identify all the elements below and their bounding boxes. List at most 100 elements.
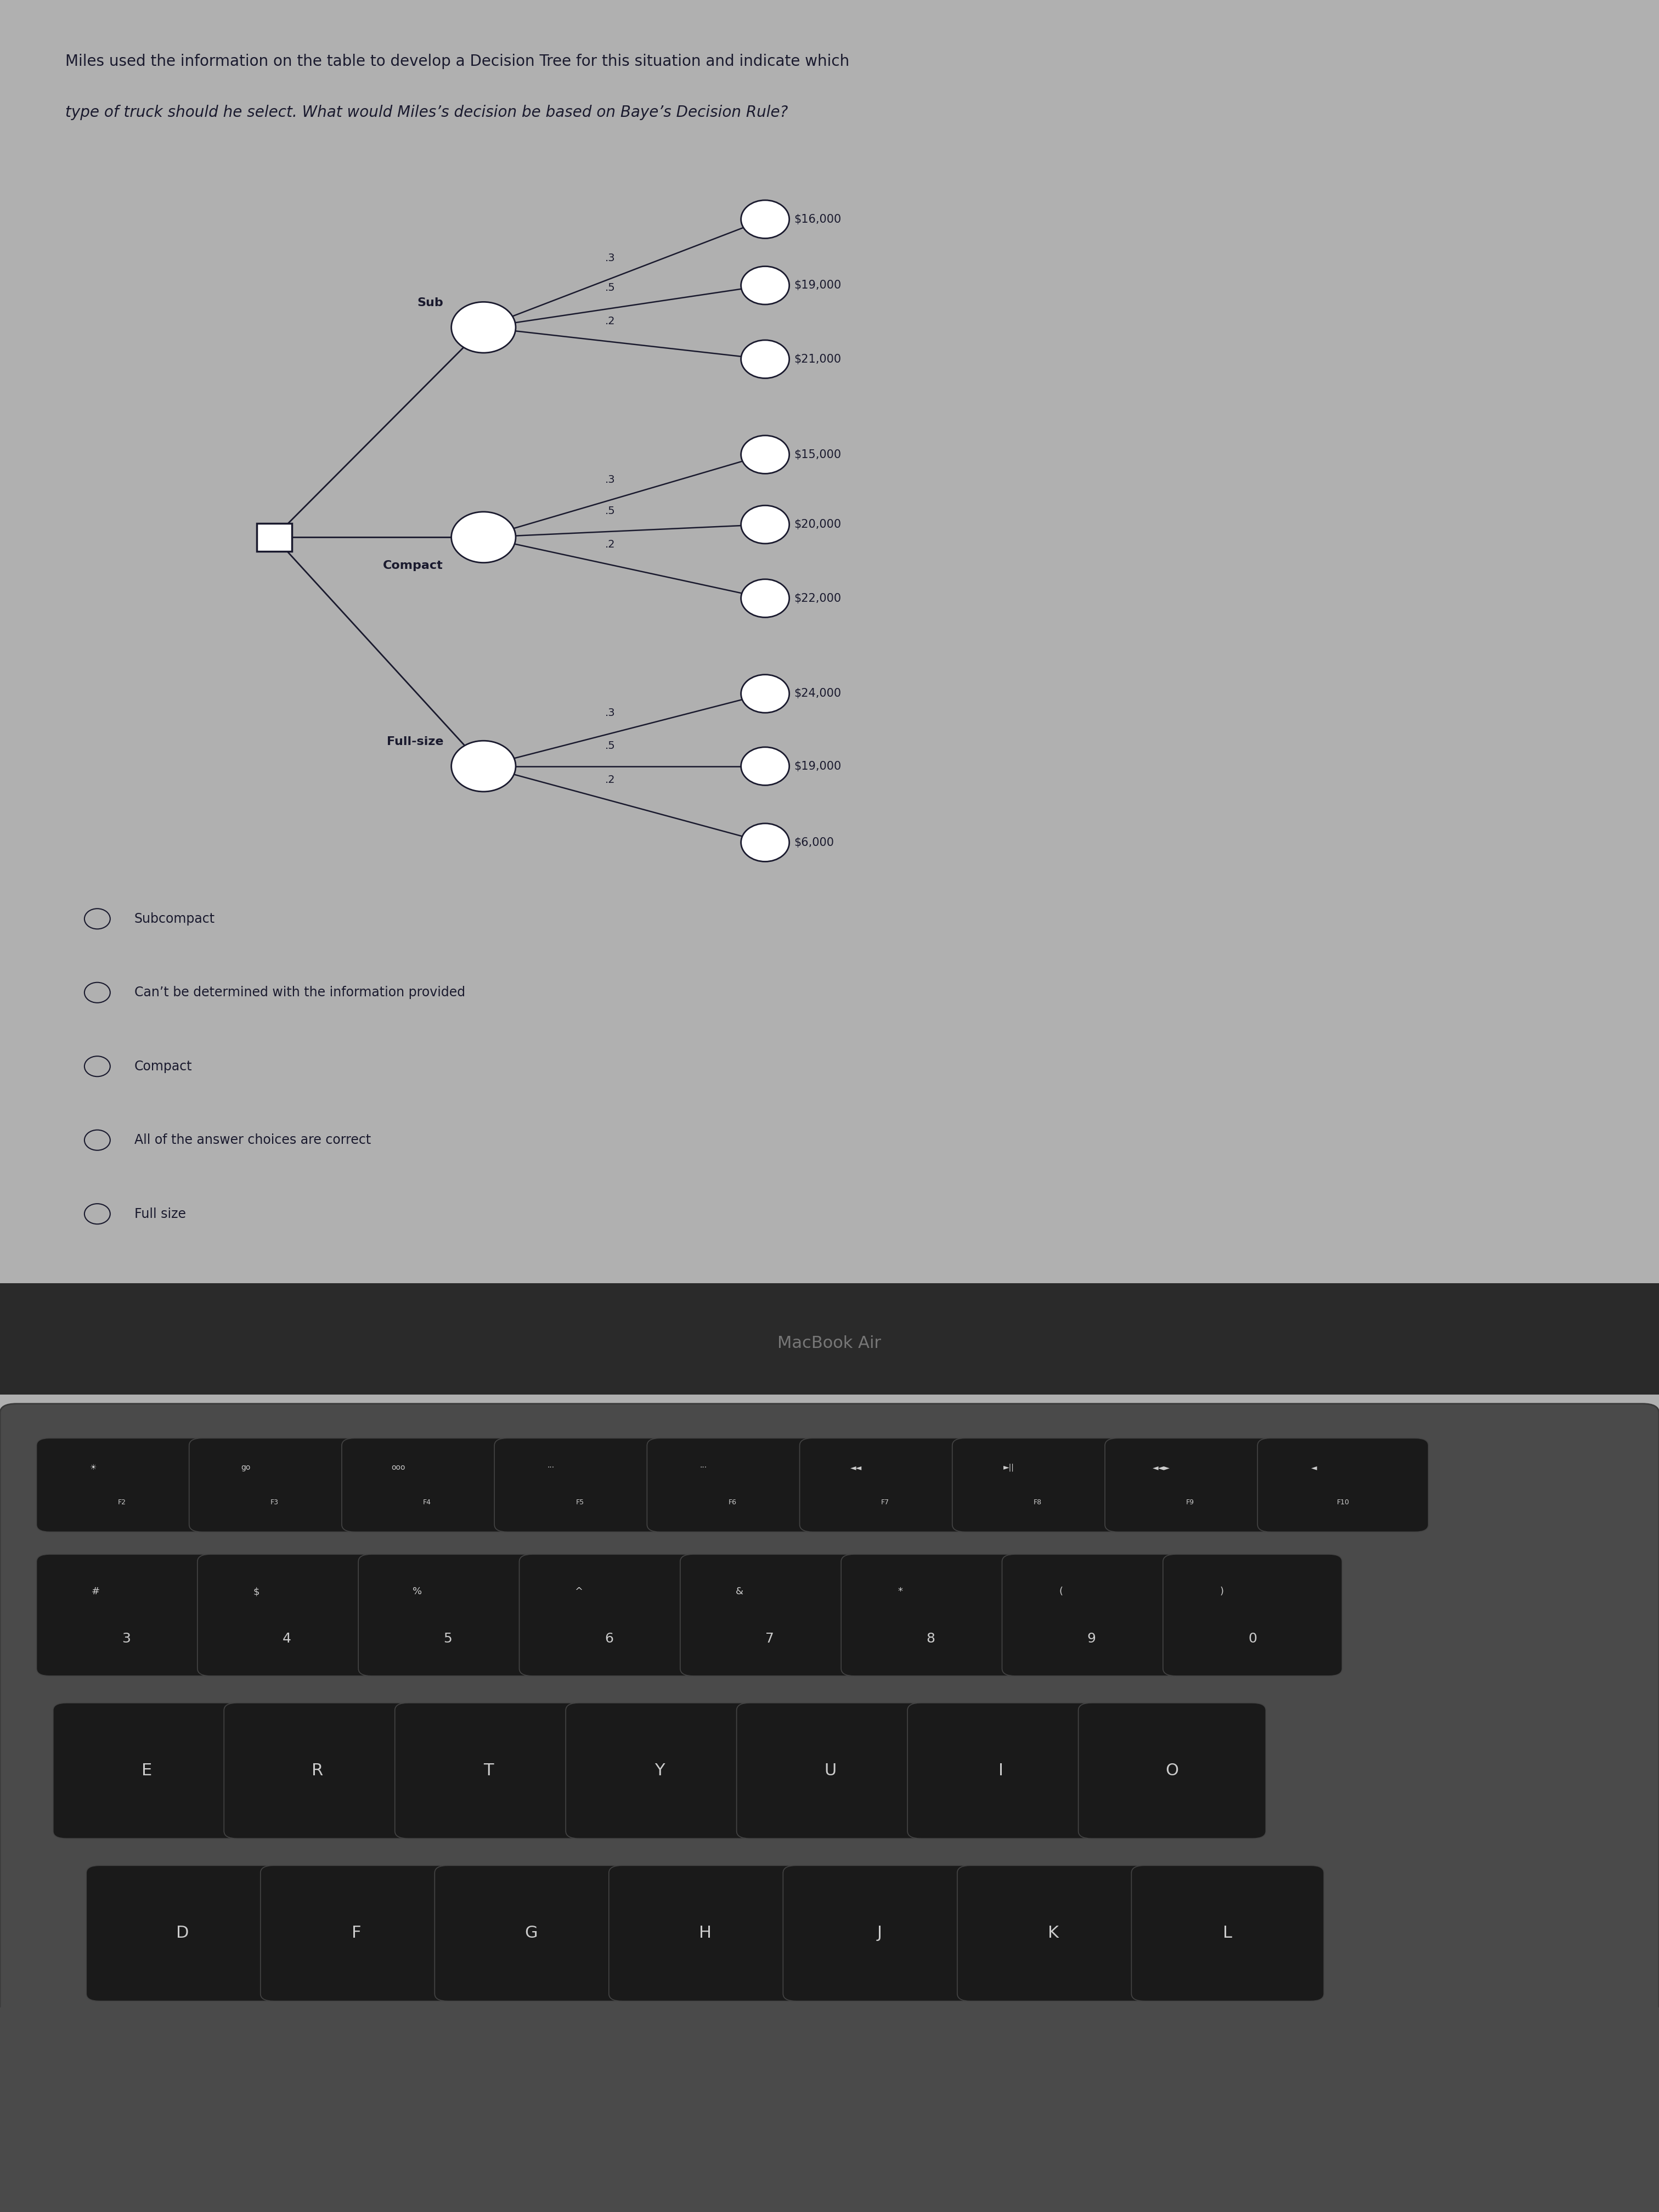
Text: $19,000: $19,000	[795, 761, 841, 772]
FancyBboxPatch shape	[783, 1865, 975, 2002]
Text: F: F	[352, 1924, 362, 1942]
Text: F10: F10	[1337, 1500, 1349, 1506]
Circle shape	[451, 511, 516, 562]
FancyBboxPatch shape	[1258, 1438, 1428, 1533]
Text: L: L	[1223, 1924, 1233, 1942]
Text: .3: .3	[606, 473, 615, 484]
Text: MacBook Air: MacBook Air	[778, 1336, 881, 1352]
Text: ^: ^	[574, 1586, 582, 1597]
FancyBboxPatch shape	[907, 1703, 1095, 1838]
Text: type of truck should he select. What would Miles’s decision be based on Baye’s D: type of truck should he select. What wou…	[65, 104, 788, 119]
Text: Compact: Compact	[383, 560, 443, 571]
Text: F8: F8	[1034, 1500, 1042, 1506]
Text: $15,000: $15,000	[795, 449, 841, 460]
Circle shape	[451, 303, 516, 354]
FancyBboxPatch shape	[0, 1283, 1659, 1394]
Circle shape	[742, 265, 790, 305]
Text: D: D	[176, 1924, 189, 1942]
FancyBboxPatch shape	[800, 1438, 971, 1533]
Text: .3: .3	[606, 252, 615, 263]
Circle shape	[742, 675, 790, 712]
FancyBboxPatch shape	[435, 1865, 627, 2002]
Text: Y: Y	[654, 1763, 665, 1778]
Text: $19,000: $19,000	[795, 281, 841, 292]
Circle shape	[451, 741, 516, 792]
FancyBboxPatch shape	[1105, 1438, 1276, 1533]
Text: 8: 8	[926, 1632, 936, 1646]
Text: $16,000: $16,000	[795, 215, 841, 226]
Text: ···: ···	[547, 1464, 554, 1471]
Text: ◄◄►: ◄◄►	[1153, 1464, 1170, 1471]
FancyBboxPatch shape	[0, 1405, 1659, 2183]
Circle shape	[742, 201, 790, 239]
Text: .5: .5	[606, 283, 615, 294]
FancyBboxPatch shape	[1163, 1555, 1342, 1677]
Text: .2: .2	[606, 540, 615, 549]
FancyBboxPatch shape	[647, 1438, 818, 1533]
Text: 9: 9	[1087, 1632, 1097, 1646]
Text: Miles used the information on the table to develop a Decision Tree for this situ: Miles used the information on the table …	[65, 53, 849, 69]
Text: 4: 4	[282, 1632, 292, 1646]
FancyBboxPatch shape	[1002, 1555, 1181, 1677]
Text: ◄: ◄	[1311, 1464, 1317, 1471]
Text: $22,000: $22,000	[795, 593, 841, 604]
Text: Full size: Full size	[134, 1208, 186, 1221]
Text: ►||: ►||	[1004, 1464, 1014, 1471]
Text: F2: F2	[118, 1500, 126, 1506]
Text: .2: .2	[606, 316, 615, 327]
Text: Sub: Sub	[416, 296, 443, 307]
Text: ☀: ☀	[90, 1464, 96, 1471]
Text: .5: .5	[606, 507, 615, 515]
FancyBboxPatch shape	[342, 1438, 513, 1533]
Text: $20,000: $20,000	[795, 520, 841, 531]
Text: 3: 3	[121, 1632, 131, 1646]
Text: 5: 5	[443, 1632, 453, 1646]
FancyBboxPatch shape	[494, 1438, 665, 1533]
Circle shape	[742, 748, 790, 785]
Text: H: H	[698, 1924, 712, 1942]
Text: E: E	[141, 1763, 153, 1778]
Circle shape	[742, 823, 790, 863]
Text: $: $	[254, 1586, 260, 1597]
Text: 0: 0	[1248, 1632, 1258, 1646]
FancyBboxPatch shape	[189, 1438, 360, 1533]
FancyBboxPatch shape	[0, 2008, 1659, 2212]
Text: R: R	[312, 1763, 324, 1778]
FancyBboxPatch shape	[36, 1555, 216, 1677]
Text: F5: F5	[576, 1500, 584, 1506]
Text: $6,000: $6,000	[795, 836, 834, 847]
Text: G: G	[524, 1924, 538, 1942]
Text: 7: 7	[765, 1632, 775, 1646]
Text: Subcompact: Subcompact	[134, 911, 216, 925]
FancyBboxPatch shape	[197, 1555, 377, 1677]
Text: F7: F7	[881, 1500, 889, 1506]
Text: I: I	[999, 1763, 1004, 1778]
FancyBboxPatch shape	[36, 1438, 207, 1533]
Text: &: &	[735, 1586, 743, 1597]
FancyBboxPatch shape	[609, 1865, 801, 2002]
Circle shape	[742, 580, 790, 617]
FancyBboxPatch shape	[358, 1555, 538, 1677]
Text: $24,000: $24,000	[795, 688, 841, 699]
FancyBboxPatch shape	[680, 1555, 859, 1677]
FancyBboxPatch shape	[566, 1703, 753, 1838]
FancyBboxPatch shape	[257, 524, 292, 551]
Text: F9: F9	[1186, 1500, 1194, 1506]
FancyBboxPatch shape	[1078, 1703, 1266, 1838]
Text: go: go	[241, 1464, 251, 1471]
Text: F6: F6	[728, 1500, 737, 1506]
Circle shape	[742, 341, 790, 378]
FancyBboxPatch shape	[53, 1703, 241, 1838]
Text: ◄◄: ◄◄	[851, 1464, 863, 1471]
Text: .5: .5	[606, 741, 615, 750]
FancyBboxPatch shape	[841, 1555, 1020, 1677]
Text: *: *	[898, 1586, 902, 1597]
Text: F3: F3	[270, 1500, 279, 1506]
Text: All of the answer choices are correct: All of the answer choices are correct	[134, 1133, 372, 1146]
FancyBboxPatch shape	[737, 1703, 924, 1838]
FancyBboxPatch shape	[260, 1865, 453, 2002]
Text: (: (	[1058, 1586, 1063, 1597]
Text: .3: .3	[606, 708, 615, 719]
FancyBboxPatch shape	[86, 1865, 279, 2002]
Text: Can’t be determined with the information provided: Can’t be determined with the information…	[134, 987, 465, 1000]
